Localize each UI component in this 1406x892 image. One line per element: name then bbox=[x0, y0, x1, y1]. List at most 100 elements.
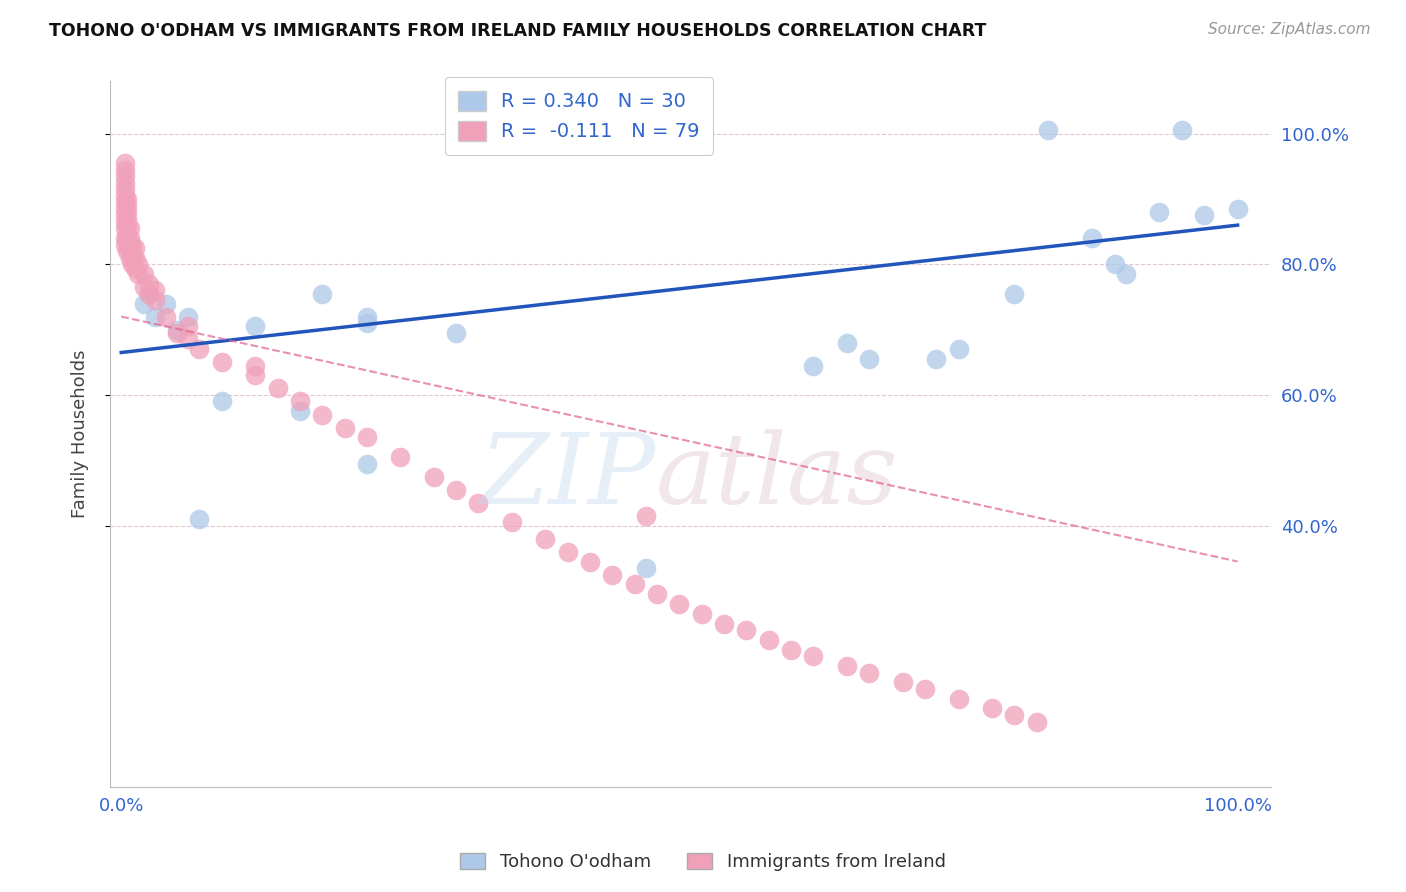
Point bbox=[713, 616, 735, 631]
Point bbox=[858, 665, 880, 680]
Point bbox=[981, 701, 1004, 715]
Point bbox=[1115, 267, 1137, 281]
Point bbox=[114, 208, 136, 222]
Text: TOHONO O'ODHAM VS IMMIGRANTS FROM IRELAND FAMILY HOUSEHOLDS CORRELATION CHART: TOHONO O'ODHAM VS IMMIGRANTS FROM IRELAN… bbox=[49, 22, 987, 40]
Y-axis label: Family Households: Family Households bbox=[72, 350, 89, 518]
Point bbox=[835, 335, 858, 350]
Point bbox=[114, 195, 136, 210]
Point bbox=[127, 267, 149, 281]
Point bbox=[132, 280, 155, 294]
Point bbox=[1171, 123, 1194, 137]
Text: ZIP: ZIP bbox=[479, 429, 655, 524]
Point bbox=[115, 205, 138, 219]
Point bbox=[115, 198, 138, 212]
Point bbox=[288, 394, 311, 409]
Point bbox=[623, 577, 645, 591]
Point bbox=[177, 319, 200, 334]
Point bbox=[121, 247, 143, 261]
Point bbox=[501, 516, 523, 530]
Point bbox=[138, 286, 160, 301]
Point bbox=[211, 394, 233, 409]
Point bbox=[114, 182, 136, 196]
Point bbox=[891, 675, 914, 690]
Point bbox=[138, 277, 160, 291]
Point bbox=[211, 355, 233, 369]
Point bbox=[115, 227, 138, 242]
Point bbox=[245, 319, 267, 334]
Point bbox=[177, 333, 200, 347]
Point bbox=[114, 188, 136, 202]
Point bbox=[114, 156, 136, 170]
Point bbox=[333, 420, 356, 434]
Point bbox=[143, 284, 166, 298]
Point bbox=[120, 231, 142, 245]
Point bbox=[534, 532, 557, 546]
Point bbox=[780, 642, 803, 657]
Point bbox=[858, 352, 880, 367]
Point bbox=[579, 554, 602, 568]
Point bbox=[245, 359, 267, 373]
Point bbox=[266, 381, 288, 395]
Point bbox=[188, 343, 211, 357]
Point bbox=[444, 326, 467, 340]
Point bbox=[188, 512, 211, 526]
Point bbox=[124, 260, 146, 275]
Point bbox=[115, 235, 138, 249]
Point bbox=[245, 368, 267, 383]
Point bbox=[114, 231, 136, 245]
Text: Source: ZipAtlas.com: Source: ZipAtlas.com bbox=[1208, 22, 1371, 37]
Point bbox=[177, 310, 200, 324]
Point bbox=[467, 496, 489, 510]
Point bbox=[166, 323, 188, 337]
Point bbox=[557, 545, 579, 559]
Point bbox=[1002, 286, 1025, 301]
Point bbox=[758, 632, 780, 647]
Point bbox=[288, 404, 311, 418]
Point bbox=[155, 296, 177, 310]
Point bbox=[114, 169, 136, 183]
Point bbox=[121, 257, 143, 271]
Point bbox=[356, 316, 378, 330]
Point bbox=[668, 597, 690, 611]
Point bbox=[634, 561, 657, 575]
Point bbox=[120, 241, 142, 255]
Point bbox=[1226, 202, 1249, 216]
Point bbox=[444, 483, 467, 497]
Point bbox=[1104, 257, 1126, 271]
Legend: Tohono O'odham, Immigrants from Ireland: Tohono O'odham, Immigrants from Ireland bbox=[453, 846, 953, 879]
Point bbox=[1192, 208, 1215, 222]
Point bbox=[120, 221, 142, 235]
Text: atlas: atlas bbox=[655, 429, 898, 524]
Point bbox=[645, 587, 668, 601]
Point bbox=[311, 286, 333, 301]
Point bbox=[127, 257, 149, 271]
Point bbox=[124, 251, 146, 265]
Point bbox=[166, 326, 188, 340]
Point bbox=[1002, 708, 1025, 723]
Point bbox=[356, 457, 378, 471]
Point bbox=[114, 221, 136, 235]
Point bbox=[634, 508, 657, 523]
Point bbox=[311, 408, 333, 422]
Point bbox=[423, 469, 446, 483]
Point bbox=[948, 343, 970, 357]
Point bbox=[925, 352, 948, 367]
Point bbox=[602, 567, 624, 582]
Point bbox=[389, 450, 412, 464]
Point bbox=[155, 310, 177, 324]
Legend: R = 0.340   N = 30, R =  -0.111   N = 79: R = 0.340 N = 30, R = -0.111 N = 79 bbox=[444, 77, 713, 155]
Point bbox=[735, 623, 758, 637]
Point bbox=[114, 162, 136, 177]
Point bbox=[356, 310, 378, 324]
Point bbox=[121, 237, 143, 252]
Point bbox=[1025, 714, 1047, 729]
Point bbox=[143, 293, 166, 308]
Point bbox=[803, 649, 825, 664]
Point bbox=[1081, 231, 1104, 245]
Point bbox=[138, 286, 160, 301]
Point bbox=[115, 211, 138, 226]
Point bbox=[114, 202, 136, 216]
Point bbox=[124, 241, 146, 255]
Point bbox=[1036, 123, 1059, 137]
Point bbox=[803, 359, 825, 373]
